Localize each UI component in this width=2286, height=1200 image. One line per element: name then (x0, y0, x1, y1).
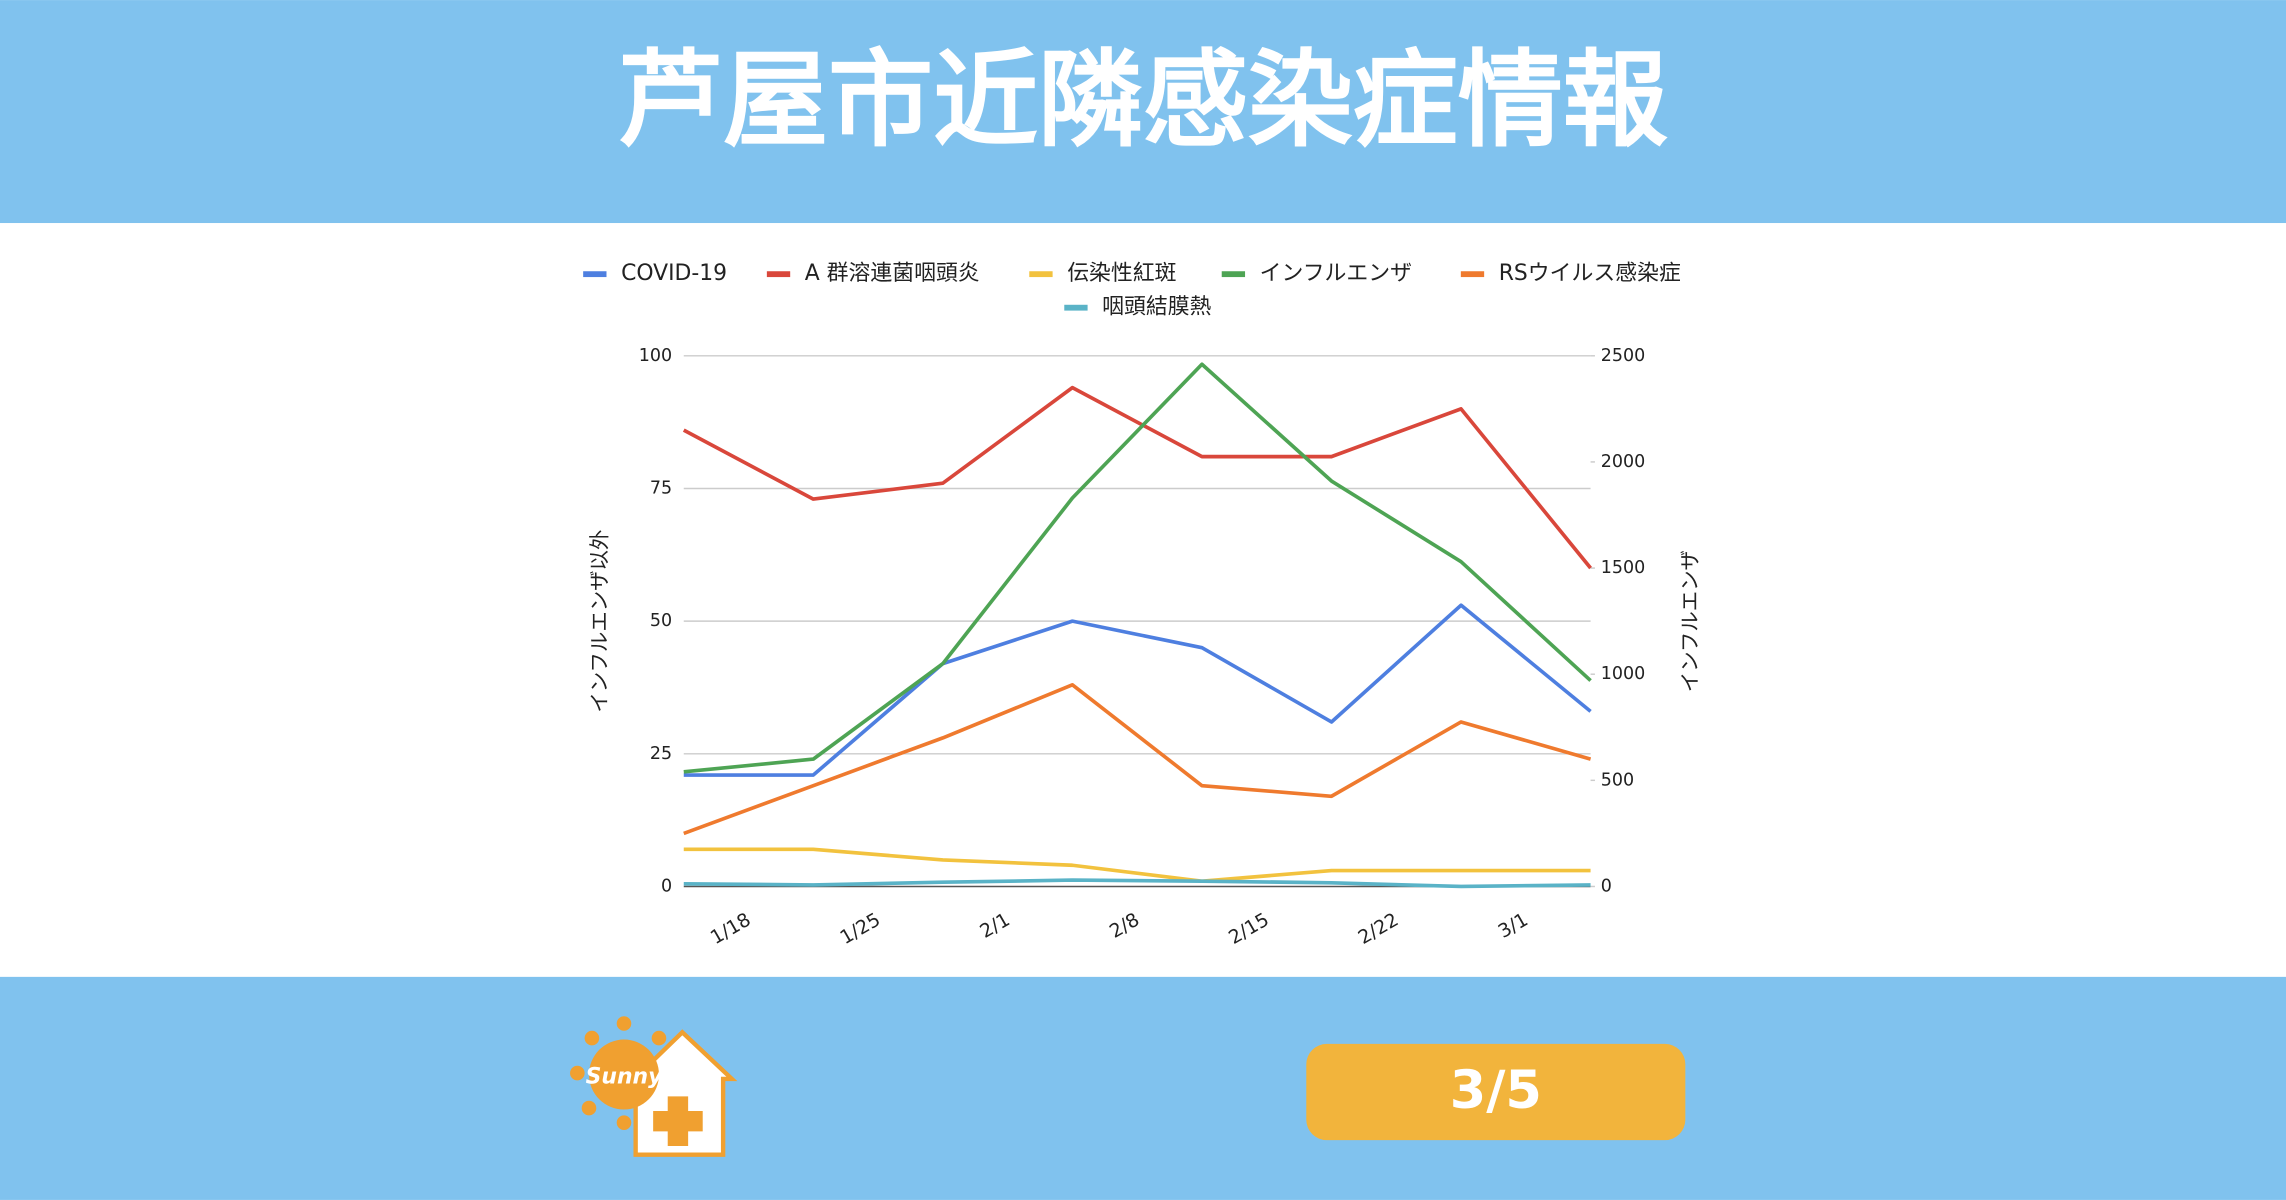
date-badge (1306, 1043, 1686, 1141)
legend-swatch (1221, 271, 1246, 278)
y-tick-label: 25 (650, 744, 672, 764)
series-line (683, 878, 1591, 889)
y-tick-label: 0 (661, 876, 672, 896)
y2-axis-title: インフルエンザ (1678, 550, 1702, 692)
y2-tick-label: 2500 (1601, 346, 1646, 366)
y2-tick-label: 500 (1601, 770, 1634, 790)
legend-label: COVID-19 (621, 261, 727, 286)
legend-swatch (1460, 271, 1485, 278)
legend-label: インフルエンザ (1260, 261, 1412, 286)
y2-tick-label: 0 (1601, 876, 1612, 896)
series-line (683, 603, 1592, 777)
y-tick-label: 75 (650, 478, 672, 498)
y2-tick-label: 2000 (1601, 452, 1646, 472)
legend-label: A 群溶連菌咽頭炎 (805, 261, 980, 286)
chart-area (0, 223, 2286, 977)
logo-text: Sunny (586, 1064, 664, 1089)
y-tick-label: 50 (650, 611, 672, 631)
y-axis-title: インフルエンザ以外 (588, 530, 612, 713)
logo: Sunny (570, 1016, 738, 1157)
series-line (682, 385, 1592, 570)
legend-label: 咽頭結膜熱 (1102, 295, 1211, 320)
header-band (0, 0, 2286, 224)
y2-tick-label: 1000 (1601, 664, 1646, 684)
y-tick-label: 100 (639, 346, 672, 366)
y2-tick-label: 1500 (1601, 558, 1646, 578)
legend-label: 伝染性紅斑 (1067, 261, 1176, 286)
series-line (683, 847, 1591, 883)
date: 3/5 (1450, 1060, 1542, 1121)
legend-label: RSウイルス感染症 (1499, 261, 1681, 286)
page-title: 芦屋市近隣感染症情報 (618, 40, 1668, 162)
series-line (683, 682, 1592, 836)
footer-band (0, 976, 2286, 1200)
legend-swatch (766, 271, 791, 278)
legend-swatch (1029, 271, 1053, 278)
series-line (683, 362, 1592, 774)
legend-swatch (1064, 304, 1088, 311)
legend-swatch (583, 271, 607, 278)
